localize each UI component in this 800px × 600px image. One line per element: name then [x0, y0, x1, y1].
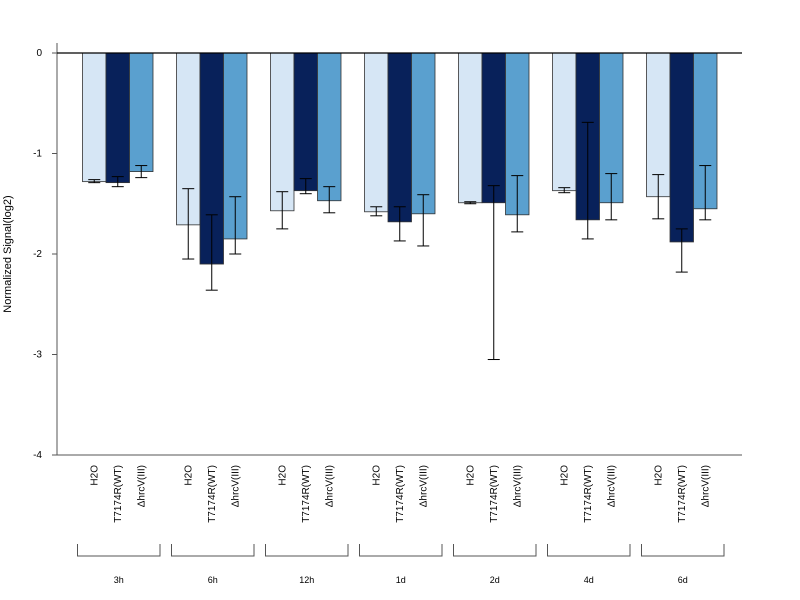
group-label: 2d	[490, 575, 500, 585]
y-tick-label: -2	[33, 249, 42, 260]
bar	[270, 52, 295, 212]
y-tick-label: 0	[36, 48, 42, 59]
bar	[105, 52, 130, 184]
bars	[82, 52, 718, 265]
group-label: 12h	[299, 575, 314, 585]
group-label: 6h	[208, 575, 218, 585]
error-bars	[88, 121, 712, 361]
category-label: H2O	[559, 465, 570, 486]
bar	[317, 52, 342, 202]
y-axis-label: Normalized Signal(log2)	[2, 195, 14, 312]
category-label: H2O	[371, 465, 382, 486]
category-label: H2O	[183, 465, 194, 486]
bar	[364, 52, 389, 213]
bar	[82, 52, 107, 183]
bar	[129, 52, 154, 172]
category-label: T7174R(WT)	[583, 465, 594, 523]
category-label: T7174R(WT)	[489, 465, 500, 523]
group-bracket	[77, 544, 161, 557]
category-label: H2O	[89, 465, 100, 486]
category-label: ΔhrcV(III)	[136, 465, 147, 507]
y-tick-label: -1	[33, 149, 42, 160]
bar	[387, 52, 412, 223]
group-bracket	[641, 544, 725, 557]
category-label: ΔhrcV(III)	[418, 465, 429, 507]
group-bracket	[547, 544, 631, 557]
y-tick-label: -4	[33, 450, 42, 461]
category-label: ΔhrcV(III)	[230, 465, 241, 507]
group-bracket	[359, 544, 443, 557]
category-label: H2O	[653, 465, 664, 486]
group-label: 3h	[114, 575, 124, 585]
category-label: T7174R(WT)	[301, 465, 312, 523]
bar	[552, 52, 577, 192]
category-label: T7174R(WT)	[395, 465, 406, 523]
group-label: 4d	[584, 575, 594, 585]
group-label: 1d	[396, 575, 406, 585]
category-label: T7174R(WT)	[677, 465, 688, 523]
bar	[481, 52, 506, 204]
group-label: 6d	[678, 575, 688, 585]
bar	[669, 52, 694, 243]
category-label: ΔhrcV(III)	[512, 465, 523, 507]
category-label: T7174R(WT)	[113, 465, 124, 523]
group-bracket	[453, 544, 537, 557]
category-label: ΔhrcV(III)	[606, 465, 617, 507]
category-label: H2O	[465, 465, 476, 486]
y-axis: 0 -1 -2 -3 -4	[33, 43, 58, 461]
y-tick-label: -3	[33, 350, 42, 361]
group-brackets: 3h 6h 12h 1d 2d 4d 6d	[77, 544, 725, 585]
bar	[458, 52, 483, 204]
category-label: T7174R(WT)	[207, 465, 218, 523]
category-label: ΔhrcV(III)	[324, 465, 335, 507]
group-bracket	[265, 544, 349, 557]
category-labels: H2O T7174R(WT) ΔhrcV(III) H2O T7174R(WT) Δhrc…	[89, 465, 711, 523]
category-label: ΔhrcV(III)	[700, 465, 711, 507]
bar	[293, 52, 318, 192]
bar	[411, 52, 436, 215]
group-bracket	[171, 544, 255, 557]
category-label: H2O	[277, 465, 288, 486]
